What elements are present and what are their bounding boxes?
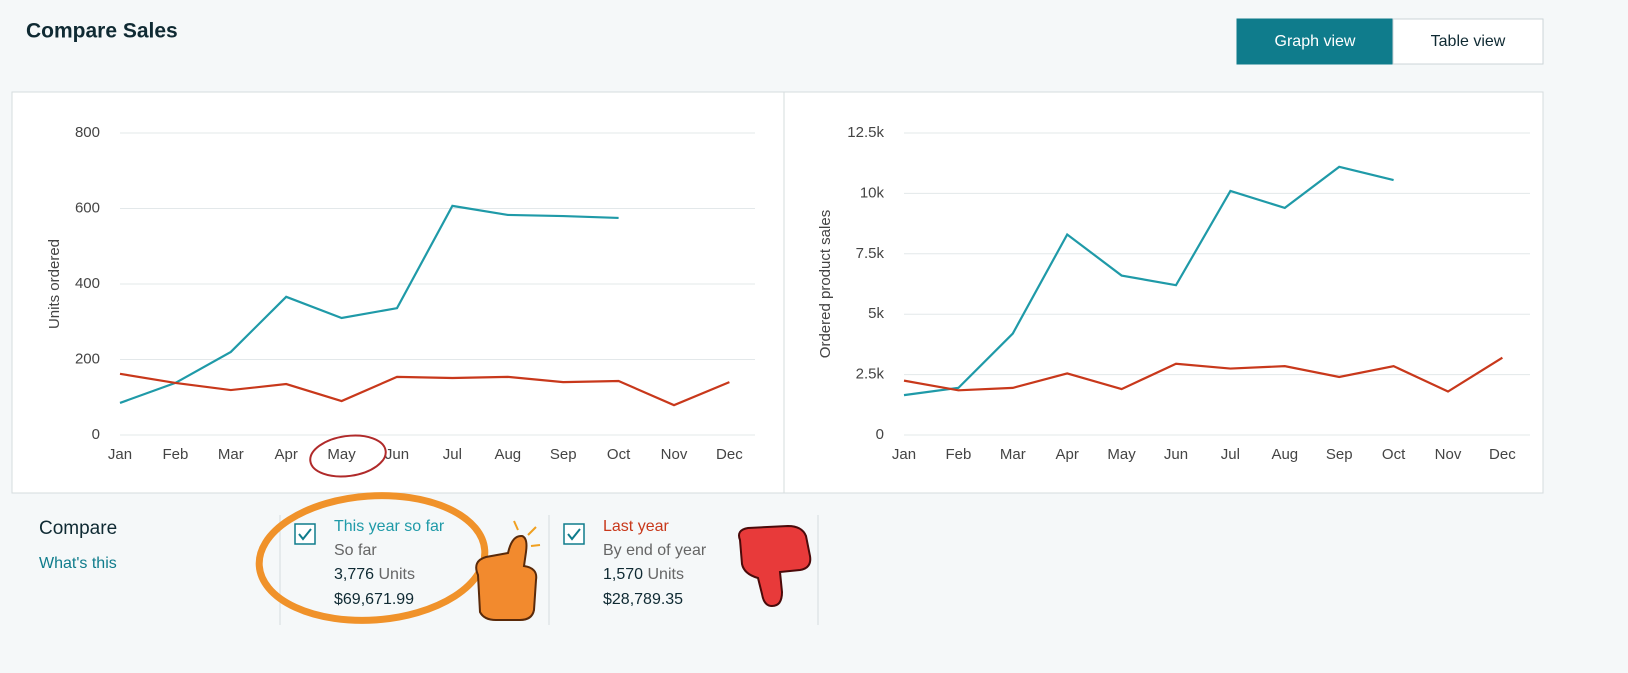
y-tick-label: 5k — [868, 305, 884, 322]
units-label: Units — [648, 566, 684, 583]
x-tick-label: Oct — [1382, 446, 1406, 463]
x-tick-label: Mar — [218, 446, 244, 463]
units-value: 1,570 — [603, 566, 643, 583]
y-tick-label: 7.5k — [856, 245, 885, 262]
x-tick-label: Sep — [550, 446, 577, 463]
x-tick-label: May — [327, 446, 356, 463]
x-tick-label: Feb — [162, 446, 188, 463]
subtitle: So far — [334, 542, 377, 559]
compare-items: This year so far So far 3,776 Units $69,671… — [294, 518, 707, 608]
graph-view-button[interactable] — [1236, 18, 1394, 65]
y-tick-label: 600 — [75, 199, 100, 216]
y-axis-label: Units ordered — [46, 239, 63, 329]
legend-entry: Last year — [603, 518, 669, 535]
checkmark — [298, 528, 312, 541]
charts: 0 200 400 600 800 Units ordered Jan Feb Mar Apr Ma… — [46, 124, 1530, 463]
x-tick-label: Jan — [108, 446, 132, 463]
y-axis-label: Ordered product sales — [817, 210, 834, 358]
units: 1,570 Units — [603, 566, 684, 583]
y-tick-label: 0 — [92, 426, 100, 443]
series-line — [903, 165, 1394, 397]
x-tick-label: Aug — [494, 446, 521, 463]
button-label[interactable]: Graph view — [1275, 33, 1356, 50]
thumbs-up-icon — [475, 520, 541, 621]
x-tick-label: Apr — [1056, 446, 1079, 463]
x-tick-label: Feb — [945, 446, 971, 463]
sales: $28,789.35 — [603, 591, 683, 608]
units: 3,776 Units — [334, 566, 415, 583]
units-label: Units — [379, 566, 415, 583]
y-tick-label: 10k — [860, 184, 885, 201]
sales: $69,671.99 — [334, 591, 414, 608]
compare-title: Compare — [39, 518, 117, 539]
units-value: 3,776 — [334, 566, 374, 583]
highlight-circle — [255, 492, 489, 624]
highlight-circle — [309, 434, 387, 478]
x-tick-label: Mar — [1000, 446, 1026, 463]
x-tick-label: Aug — [1271, 446, 1298, 463]
checkmark — [567, 528, 581, 541]
checkbox[interactable] — [294, 523, 316, 545]
x-tick-label: Jul — [1221, 446, 1240, 463]
x-tick-label: Apr — [275, 446, 298, 463]
y-tick-label: 0 — [876, 426, 884, 443]
y-tick-label: 200 — [75, 350, 100, 367]
y-tick-label: 800 — [75, 124, 100, 141]
checkbox[interactable] — [563, 523, 585, 545]
chart-panel — [11, 91, 1544, 494]
x-tick-label: Jun — [385, 446, 409, 463]
x-tick-label: Dec — [1489, 446, 1516, 463]
x-tick-label: Oct — [607, 446, 631, 463]
page-title: Compare Sales — [26, 20, 178, 43]
x-tick-label: Nov — [661, 446, 688, 463]
series-line — [119, 372, 730, 407]
legend-entry: This year so far — [334, 518, 445, 535]
subtitle: By end of year — [603, 542, 707, 559]
table-view-button[interactable] — [1392, 18, 1544, 65]
x-tick-label: Dec — [716, 446, 743, 463]
x-tick-label: Sep — [1326, 446, 1353, 463]
x-tick-label: Jan — [892, 446, 916, 463]
y-tick-label: 400 — [75, 275, 100, 292]
x-tick-label: Jun — [1164, 446, 1188, 463]
thumbs-down-icon — [738, 524, 812, 608]
x-tick-label: Jul — [443, 446, 462, 463]
series-line — [903, 356, 1503, 393]
x-tick-label: May — [1107, 446, 1136, 463]
whats-this-link[interactable]: What's this — [39, 555, 117, 572]
x-tick-label: Nov — [1435, 446, 1462, 463]
series-line — [119, 204, 619, 404]
button-label[interactable]: Table view — [1431, 33, 1506, 50]
y-tick-label: 2.5k — [856, 366, 885, 383]
y-tick-label: 12.5k — [847, 124, 884, 141]
